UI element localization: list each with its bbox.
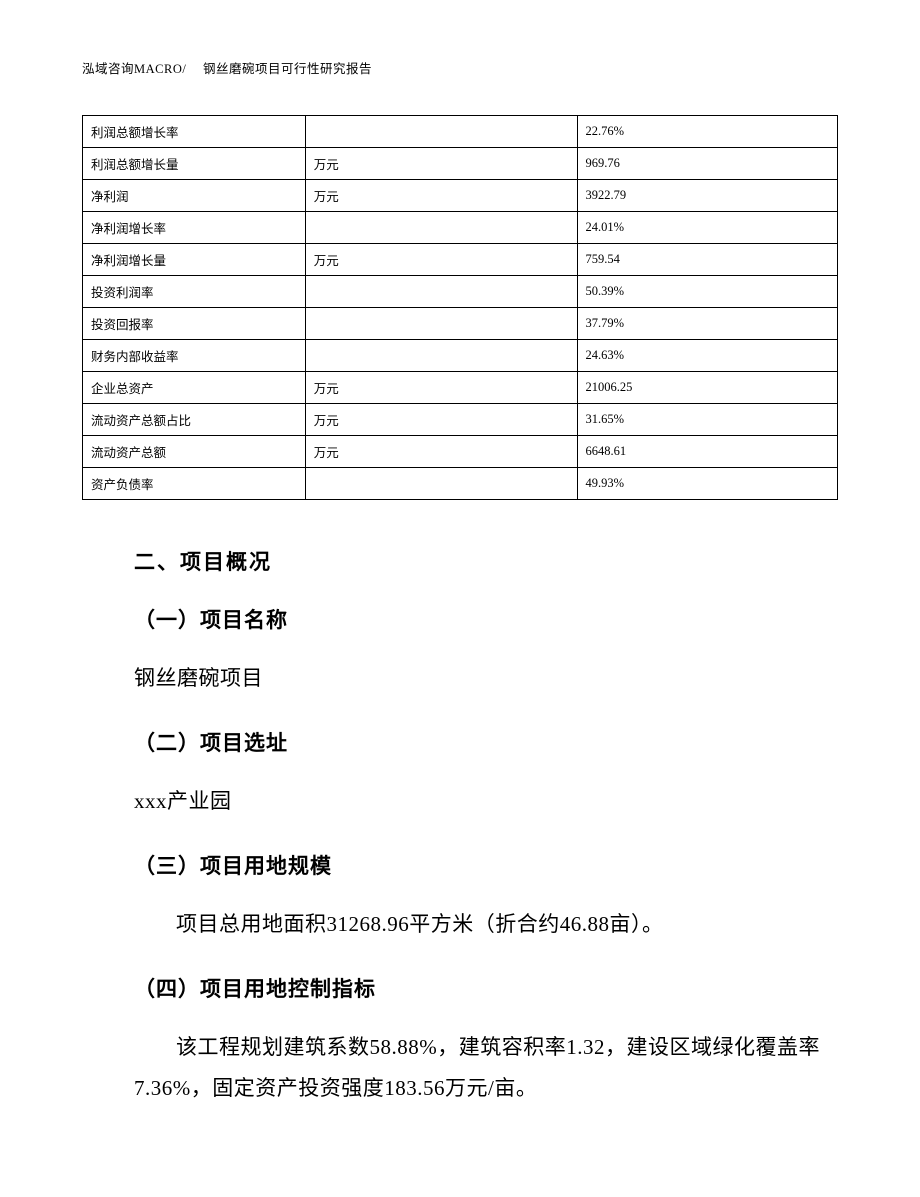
cell-indicator: 企业总资产 [83,372,306,404]
cell-value: 50.39% [577,276,837,308]
sub-heading-4: （四）项目用地控制指标 [134,973,828,1003]
cell-unit: 万元 [305,148,577,180]
cell-indicator: 财务内部收益率 [83,340,306,372]
cell-unit [305,276,577,308]
table-row: 流动资产总额 万元 6648.61 [83,436,838,468]
cell-unit [305,116,577,148]
cell-value: 24.01% [577,212,837,244]
sub-heading-2: （二）项目选址 [134,727,828,757]
cell-indicator: 净利润增长量 [83,244,306,276]
table-row: 投资利润率 50.39% [83,276,838,308]
body-text-2: xxx产业园 [134,781,828,822]
cell-value: 24.63% [577,340,837,372]
body-text-4: 该工程规划建筑系数58.88%，建筑容积率1.32，建设区域绿化覆盖率7.36%… [134,1027,828,1109]
table-row: 利润总额增长量 万元 969.76 [83,148,838,180]
content-area: 二、项目概况 （一）项目名称 钢丝磨碗项目 （二）项目选址 xxx产业园 （三）… [82,546,838,1109]
cell-value: 22.76% [577,116,837,148]
table-row: 流动资产总额占比 万元 31.65% [83,404,838,436]
table-row: 利润总额增长率 22.76% [83,116,838,148]
sub-heading-1: （一）项目名称 [134,604,828,634]
cell-indicator: 利润总额增长量 [83,148,306,180]
main-heading: 二、项目概况 [134,546,828,576]
cell-indicator: 流动资产总额占比 [83,404,306,436]
cell-value: 6648.61 [577,436,837,468]
table-body: 利润总额增长率 22.76% 利润总额增长量 万元 969.76 净利润 万元 … [83,116,838,500]
cell-indicator: 利润总额增长率 [83,116,306,148]
cell-value: 21006.25 [577,372,837,404]
cell-unit [305,340,577,372]
cell-unit [305,308,577,340]
table-row: 净利润增长量 万元 759.54 [83,244,838,276]
financial-table: 利润总额增长率 22.76% 利润总额增长量 万元 969.76 净利润 万元 … [82,115,838,500]
table-row: 财务内部收益率 24.63% [83,340,838,372]
cell-unit [305,468,577,500]
cell-value: 969.76 [577,148,837,180]
body-text-3: 项目总用地面积31268.96平方米（折合约46.88亩）。 [134,904,828,945]
cell-unit: 万元 [305,244,577,276]
page-header: 泓域咨询MACRO/ 钢丝磨碗项目可行性研究报告 [82,58,838,77]
cell-value: 37.79% [577,308,837,340]
cell-value: 31.65% [577,404,837,436]
body-text-1: 钢丝磨碗项目 [134,658,828,699]
table-row: 投资回报率 37.79% [83,308,838,340]
cell-unit: 万元 [305,404,577,436]
cell-indicator: 净利润 [83,180,306,212]
table-row: 资产负债率 49.93% [83,468,838,500]
page-container: 泓域咨询MACRO/ 钢丝磨碗项目可行性研究报告 利润总额增长率 22.76% … [0,0,920,1197]
cell-indicator: 资产负债率 [83,468,306,500]
sub-heading-3: （三）项目用地规模 [134,850,828,880]
cell-indicator: 投资回报率 [83,308,306,340]
cell-indicator: 净利润增长率 [83,212,306,244]
cell-unit: 万元 [305,180,577,212]
table-row: 净利润增长率 24.01% [83,212,838,244]
cell-value: 49.93% [577,468,837,500]
cell-indicator: 流动资产总额 [83,436,306,468]
cell-value: 3922.79 [577,180,837,212]
table-row: 净利润 万元 3922.79 [83,180,838,212]
cell-unit [305,212,577,244]
table-row: 企业总资产 万元 21006.25 [83,372,838,404]
cell-unit: 万元 [305,372,577,404]
cell-unit: 万元 [305,436,577,468]
cell-indicator: 投资利润率 [83,276,306,308]
cell-value: 759.54 [577,244,837,276]
